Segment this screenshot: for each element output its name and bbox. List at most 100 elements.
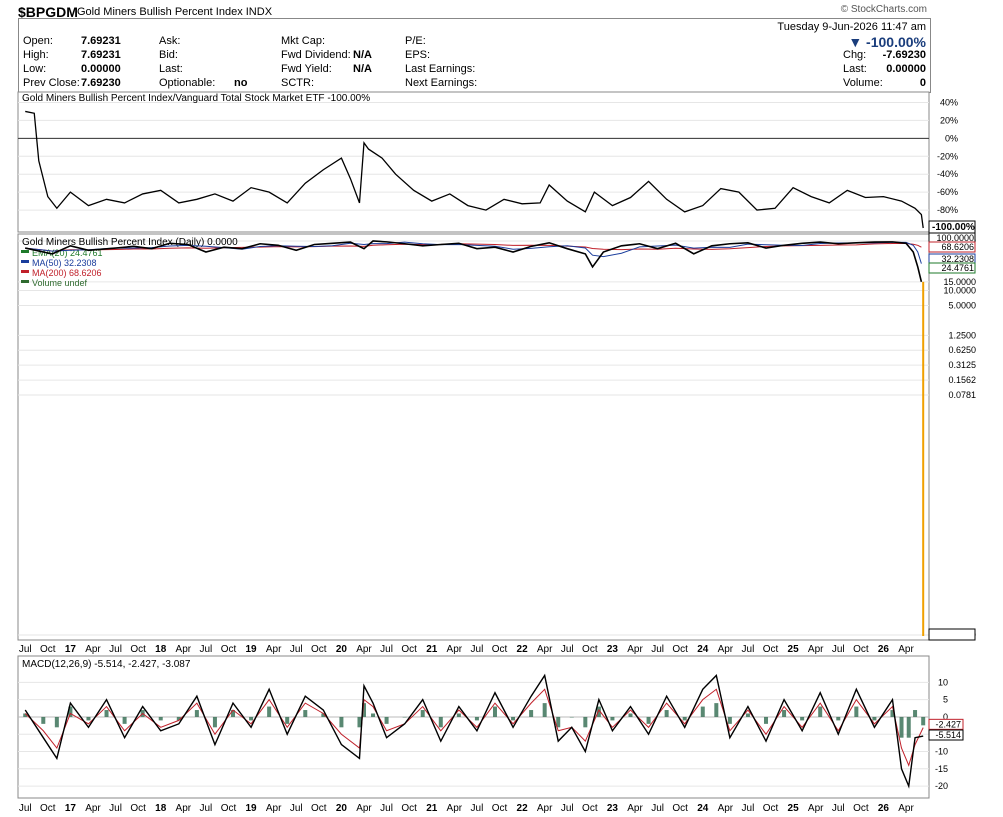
x-tick-label: 25 xyxy=(788,803,800,814)
x-tick-label: Jul xyxy=(109,803,122,814)
brand-mark: © StockCharts.com xyxy=(840,4,927,15)
macd-y-tick-label: 0 xyxy=(943,712,948,722)
macd-histogram-bar xyxy=(122,716,127,724)
macd-histogram-bar xyxy=(818,706,823,717)
ratio-y-tick-label: -80% xyxy=(937,205,958,215)
macd-histogram-bar xyxy=(23,713,28,717)
macd-histogram-bar xyxy=(542,703,547,717)
x-tick-label: Jul xyxy=(651,803,664,814)
price-y-tick-label: 0.3125 xyxy=(948,360,976,370)
x-tick-label: Oct xyxy=(401,644,417,655)
legend-swatch xyxy=(21,250,29,253)
x-tick-label: 19 xyxy=(246,803,258,814)
macd-histogram-bar xyxy=(596,706,601,717)
legend-entry: MA(200) 68.6206 xyxy=(32,268,102,278)
macd-histogram-bar xyxy=(556,716,561,728)
symbol: $BPGDM xyxy=(18,4,78,20)
x-axis-top: Jul Oct 17 Apr Jul Oct 18 Apr Jul Oct 19 Apr Jul Oct 2… xyxy=(19,644,915,655)
macd-histogram-bar xyxy=(456,713,461,717)
prev-close-value: 7.69230 xyxy=(81,77,121,89)
macd-histogram-bar xyxy=(628,713,633,717)
legend-entry: EMA(20) 24.4761 xyxy=(32,248,103,258)
exchange: INDX xyxy=(245,6,273,18)
legend-swatch xyxy=(21,260,29,263)
macd-histogram-bar xyxy=(800,716,805,721)
macd-histogram-bar xyxy=(899,716,904,738)
last-price-label: Last: xyxy=(843,63,867,75)
open-label: Open: xyxy=(23,35,53,47)
x-tick-label: Oct xyxy=(582,803,598,814)
x-tick-label: 22 xyxy=(517,803,529,814)
macd-y-tick-label: -20 xyxy=(935,781,948,791)
macd-histogram-bar xyxy=(700,706,705,717)
x-tick-label: 25 xyxy=(788,644,800,655)
x-tick-label: Apr xyxy=(898,644,914,655)
next-earnings-label: Next Earnings: xyxy=(405,77,478,89)
x-tick-label: Oct xyxy=(492,644,508,655)
change-percent: ▼ -100.00% xyxy=(848,34,926,50)
x-tick-label: Jul xyxy=(471,803,484,814)
x-tick-label: Apr xyxy=(356,803,372,814)
x-tick-label: Apr xyxy=(627,803,643,814)
fwd-dividend-value: N/A xyxy=(353,49,372,61)
macd-histogram-bar xyxy=(511,716,516,721)
macd-histogram-bar xyxy=(714,703,719,717)
ratio-y-tick-label: -60% xyxy=(937,187,958,197)
fwd-yield-value: N/A xyxy=(353,63,372,75)
x-tick-label: 24 xyxy=(697,803,709,814)
x-tick-label: Oct xyxy=(853,644,869,655)
x-tick-label: Apr xyxy=(808,644,824,655)
macd-histogram-bar xyxy=(764,716,769,724)
macd-y-tick-label: 10 xyxy=(938,677,948,687)
volume-label: Volume: xyxy=(843,77,883,89)
symbol-name: Gold Miners Bullish Percent Index INDX xyxy=(77,6,272,18)
x-tick-label: 26 xyxy=(878,803,890,814)
optionable-label: Optionable: xyxy=(159,77,216,89)
price-y-tick-label: 0.1562 xyxy=(948,375,976,385)
chart-header: $BPGDM Gold Miners Bullish Percent Index… xyxy=(0,0,1003,93)
price-right-label: 24.4761 xyxy=(941,263,974,273)
x-tick-label: Jul xyxy=(742,644,755,655)
x-tick-label: 20 xyxy=(336,644,348,655)
legend-entry: Volume undef xyxy=(32,278,88,288)
ratio-gridlines xyxy=(18,101,929,211)
price-y-tick-label: 1.2500 xyxy=(948,330,976,340)
macd-histogram-bar xyxy=(913,710,918,717)
pe-label: P/E: xyxy=(405,35,426,47)
bid-label: Bid: xyxy=(159,49,178,61)
x-tick-label: Jul xyxy=(832,803,845,814)
macd-histogram-bar xyxy=(231,710,236,717)
low-value: 0.00000 xyxy=(81,63,121,75)
eps-label: EPS: xyxy=(405,49,431,61)
macd-line xyxy=(24,673,924,789)
macd-histogram-bar xyxy=(583,716,588,728)
macd-histogram-bar xyxy=(682,716,687,721)
macd-histogram-bar xyxy=(420,710,425,717)
ratio-y-tick-label: 40% xyxy=(940,97,958,107)
macd-histogram-bar xyxy=(194,710,199,717)
x-tick-label: Jul xyxy=(290,644,303,655)
macd-histogram-bar xyxy=(646,716,651,724)
price-right-box xyxy=(928,262,976,274)
macd-histogram-bar xyxy=(303,710,308,717)
macd-histogram-bar xyxy=(158,716,163,721)
x-tick-label: 21 xyxy=(426,803,438,814)
price-zero-box xyxy=(928,628,976,641)
price-right-label: 100.0000 xyxy=(936,233,974,243)
open-value: 7.69231 xyxy=(81,35,121,47)
macd-gridlines xyxy=(18,681,929,787)
price-title: Gold Miners Bullish Percent Index (Daily… xyxy=(22,237,238,248)
x-tick-label: Oct xyxy=(672,803,688,814)
macd-right-label: -5.514 xyxy=(935,730,961,740)
ratio-y-tick-label: 0% xyxy=(945,133,958,143)
x-tick-label: Oct xyxy=(492,803,508,814)
x-axis-bottom: Jul Oct 17 Apr Jul Oct 18 Apr Jul Oct 19 Apr Jul Oct 2… xyxy=(19,803,915,814)
x-tick-label: Oct xyxy=(401,803,417,814)
x-tick-label: Jul xyxy=(109,644,122,655)
x-tick-label: Apr xyxy=(176,644,192,655)
high-label: High: xyxy=(23,49,49,61)
x-tick-label: Apr xyxy=(718,803,734,814)
macd-right-labels: -2.427-5.514 xyxy=(928,718,964,741)
